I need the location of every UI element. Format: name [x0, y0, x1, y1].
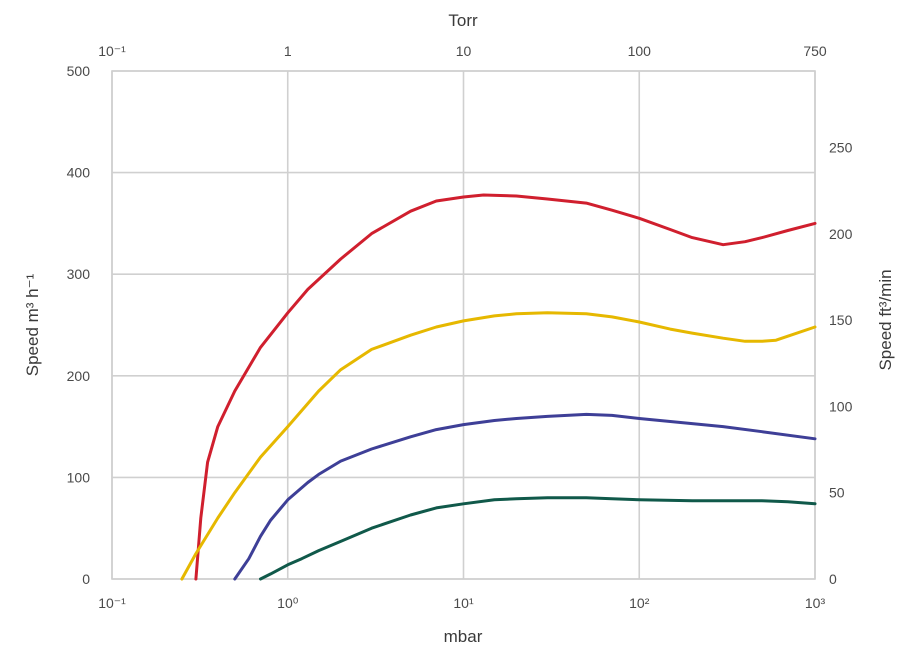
series-line-2	[180, 311, 817, 581]
x-axis-title: mbar	[444, 627, 483, 646]
series-line-1	[194, 193, 817, 581]
x2-tick-label: 750	[803, 43, 827, 59]
y2-tick-label: 50	[829, 485, 845, 501]
y-tick-label: 100	[67, 469, 91, 485]
x-tick-label: 10⁰	[277, 595, 299, 611]
y-tick-label: 0	[82, 571, 90, 587]
x2-tick-label: 10	[456, 43, 472, 59]
y2-axis-title: Speed ft³/min	[876, 269, 895, 370]
y-tick-label: 400	[67, 165, 91, 181]
plot-frame	[111, 70, 816, 580]
x-tick-label: 10¹	[453, 595, 474, 611]
y2-tick-label: 100	[829, 398, 853, 414]
y2-tick-label: 0	[829, 571, 837, 587]
y-tick-label: 300	[67, 266, 91, 282]
series-lines	[180, 193, 817, 581]
x2-axis-title: Torr	[448, 11, 478, 30]
y2-tick-label: 150	[829, 312, 853, 328]
x-tick-label: 10⁻¹	[98, 595, 126, 611]
series-line-3	[233, 412, 817, 581]
x-tick-label: 10³	[805, 595, 826, 611]
y2-tick-label: 250	[829, 139, 853, 155]
y-tick-label: 200	[67, 368, 91, 384]
series-line-4	[259, 496, 817, 581]
y-tick-label: 500	[67, 63, 91, 79]
x2-tick-label: 1	[284, 43, 292, 59]
x2-tick-label: 10⁻¹	[98, 43, 126, 59]
x-tick-label: 10²	[629, 595, 650, 611]
y2-tick-label: 200	[829, 226, 853, 242]
tick-labels: 10⁻¹ 10⁰ 10¹ 10² 10³ 10⁻¹ 1 10 100 750 0 100 200 300 4…	[67, 43, 853, 611]
x2-tick-label: 100	[628, 43, 652, 59]
y-axis-title: Speed m³ h⁻¹	[23, 273, 42, 376]
